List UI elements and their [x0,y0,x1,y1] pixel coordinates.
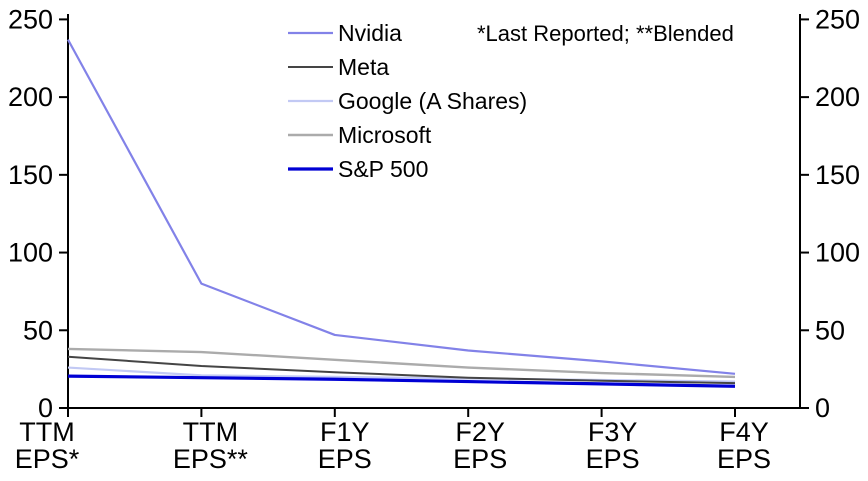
x-axis-label-line1: F3Y [588,417,638,447]
series-line-microsoft [67,347,736,379]
x-axis-label-line2: EPS [586,444,640,474]
x-axis-label-line1: F4Y [719,417,769,447]
y-axis-label-right: 100 [815,238,860,268]
legend-label-s-p-500: S&P 500 [338,156,428,182]
y-axis-label-left: 100 [8,238,53,268]
legend-label-google-a-shares: Google (A Shares) [338,88,527,114]
y-axis-label-right: 200 [815,82,860,112]
x-axis-label-line2: EPS** [173,444,249,474]
y-axis-label-left: 150 [8,160,53,190]
x-axis-label-line1: TTM [19,417,74,447]
y-axis-label-left: 200 [8,82,53,112]
series-line-nvidia [67,39,736,375]
x-axis-label-line2: EPS [453,444,507,474]
series-line-meta [67,355,736,385]
legend-label-nvidia: Nvidia [338,20,402,46]
legend-label-microsoft: Microsoft [338,122,432,148]
series-line-s-p-500 [67,374,736,388]
y-axis-label-left: 50 [23,315,53,345]
y-axis-label-right: 0 [815,393,830,423]
x-axis-label-line1: F2Y [455,417,505,447]
legend-label-meta: Meta [338,54,389,80]
y-axis-label-right: 150 [815,160,860,190]
y-axis-label-right: 50 [815,315,845,345]
x-axis-label-line2: EPS* [15,444,80,474]
x-axis-label-line1: TTM [183,417,238,447]
footnote-annotation: *Last Reported; **Blended [477,21,734,46]
y-axis-label-left: 250 [8,4,53,34]
x-axis-label-line2: EPS [318,444,372,474]
y-axis-label-right: 250 [815,4,860,34]
x-axis-label-line2: EPS [717,444,771,474]
y-axis-label-left: 0 [38,393,53,423]
x-axis-label-line1: F1Y [320,417,370,447]
